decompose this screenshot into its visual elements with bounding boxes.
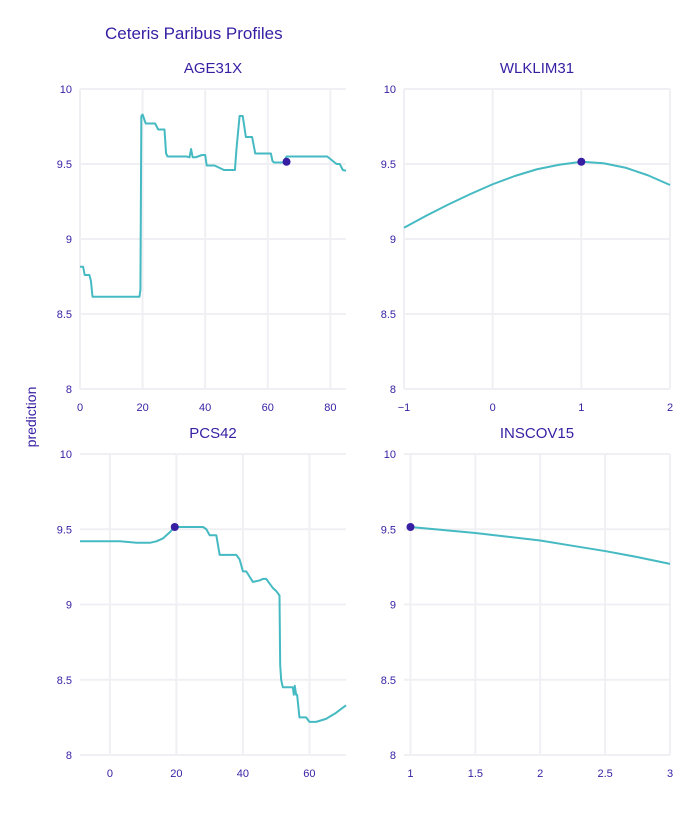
panel-pcs42-ytick-label: 8.5: [57, 675, 72, 687]
panel-wlklim31-ytick-label: 9: [390, 234, 396, 246]
panel-age31x: AGE31X 8 8.5 9 9.5 10 0 20 40 60 80: [57, 60, 347, 414]
panel-inscov15: INSCOV15 8 8.5 9 9.5 10 1 1.5 2 2.5 3: [381, 425, 673, 780]
panel-age31x-ytick-label: 9.5: [57, 159, 72, 171]
panel-inscov15-xtick-label: 2.5: [597, 768, 612, 780]
panel-age31x-xtick-label: 20: [136, 402, 148, 414]
panel-wlklim31-ytick-label: 10: [384, 84, 396, 96]
panel-age31x-ytick-label: 8: [66, 384, 72, 396]
panel-age31x-xtick-label: 0: [77, 402, 83, 414]
panel-wlklim31-observation-point: [577, 157, 586, 166]
panel-inscov15-xtick-label: 1: [407, 768, 413, 780]
panel-pcs42-xtick-label: 20: [170, 768, 182, 780]
panel-wlklim31-xtick-label: 1: [578, 402, 584, 414]
panel-inscov15-ytick-label: 9: [390, 600, 396, 612]
panel-wlklim31: WLKLIM31 8 8.5 9 9.5 10 −1 0 1 2: [381, 60, 673, 414]
panel-inscov15-xtick-label: 3: [667, 768, 673, 780]
panel-age31x-ytick-label: 9: [66, 234, 72, 246]
panel-age31x-ytick-label: 10: [60, 84, 72, 96]
chart-title: Ceteris Paribus Profiles: [105, 24, 283, 43]
panel-pcs42-xtick-label: 40: [237, 768, 249, 780]
panel-age31x-xtick-label: 80: [324, 402, 336, 414]
panel-age31x-observation-point: [282, 157, 291, 166]
panel-inscov15-xtick-label: 2: [537, 768, 543, 780]
panel-pcs42-ytick-label: 9.5: [57, 524, 72, 536]
panel-inscov15-observation-point: [406, 522, 415, 531]
panel-pcs42-title: PCS42: [189, 425, 237, 442]
panel-pcs42-profile-line: [80, 525, 347, 723]
panel-pcs42-ytick-label: 10: [60, 449, 72, 461]
panel-age31x-xtick-label: 40: [199, 402, 211, 414]
panel-inscov15-title: INSCOV15: [500, 425, 574, 442]
panel-age31x-profile-line: [80, 113, 347, 298]
panel-pcs42-ytick-label: 8: [66, 750, 72, 762]
panel-wlklim31-title: WLKLIM31: [500, 60, 574, 77]
panel-pcs42: PCS42 8 8.5 9 9.5 10 0 20 40 60: [57, 425, 347, 780]
panel-wlklim31-ytick-label: 8: [390, 384, 396, 396]
panel-age31x-xtick-label: 60: [262, 402, 274, 414]
panel-inscov15-ytick-label: 8.5: [381, 675, 396, 687]
panel-wlklim31-profile-line: [403, 160, 671, 229]
panel-pcs42-ytick-label: 9: [66, 600, 72, 612]
panel-wlklim31-ytick-label: 9.5: [381, 159, 396, 171]
panel-age31x-ytick-label: 8.5: [57, 309, 72, 321]
panel-wlklim31-xtick-label: −1: [398, 402, 411, 414]
panel-inscov15-profile-line: [410, 525, 671, 565]
panel-inscov15-ytick-label: 8: [390, 750, 396, 762]
panel-inscov15-ytick-label: 10: [384, 449, 396, 461]
panel-wlklim31-xtick-label: 0: [490, 402, 496, 414]
panel-pcs42-observation-point: [170, 522, 179, 531]
panel-pcs42-xtick-label: 0: [107, 768, 113, 780]
panel-inscov15-xtick-label: 1.5: [468, 768, 483, 780]
y-axis-label: prediction: [23, 387, 39, 448]
panel-age31x-title: AGE31X: [184, 60, 242, 77]
panel-wlklim31-xtick-label: 2: [667, 402, 673, 414]
panel-pcs42-xtick-label: 60: [303, 768, 315, 780]
panel-inscov15-ytick-label: 9.5: [381, 524, 396, 536]
panel-wlklim31-ytick-label: 8.5: [381, 309, 396, 321]
